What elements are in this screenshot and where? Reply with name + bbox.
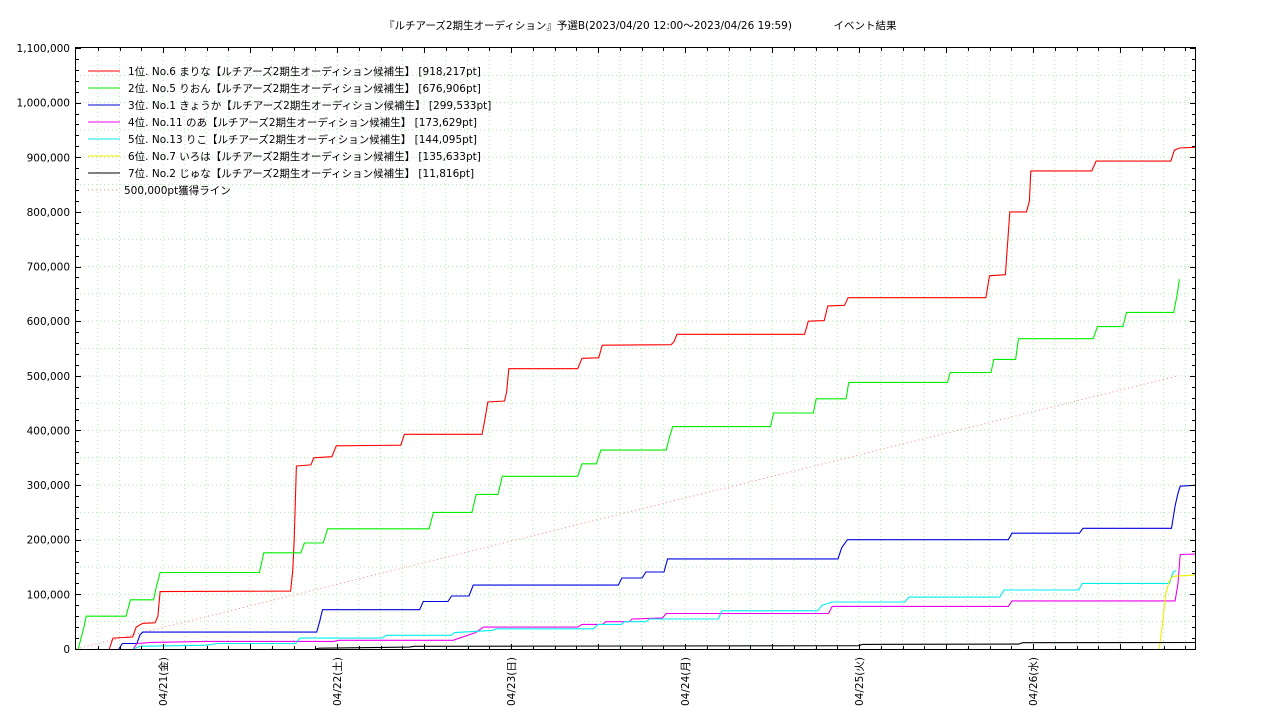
- y-tick-label: 800,000: [27, 207, 70, 219]
- x-tick-label: 04/26(水): [1028, 657, 1040, 706]
- y-tick-label: 600,000: [27, 316, 70, 328]
- chart-title: 『ルチアーズ2期生オーディション』予選B(2023/04/20 12:00～20…: [384, 19, 792, 32]
- plot-frame: [75, 47, 1196, 650]
- x-tick-label: 04/24(月): [680, 657, 692, 706]
- series-line-rank-3: [118, 484, 1196, 650]
- series-line-rank-4: [132, 553, 1196, 650]
- series-lines: [77, 146, 1196, 650]
- legend-label: 2位. No.5 りおん【ルチアーズ2期生オーディション候補生】 [676,90…: [128, 82, 481, 95]
- legend-label: 3位. No.1 きょうか【ルチアーズ2期生オーディション候補生】 [299,5…: [128, 99, 491, 112]
- series-line-rank-1: [108, 146, 1196, 650]
- legend-label: 1位. No.6 まりな【ルチアーズ2期生オーディション候補生】 [918,21…: [128, 65, 481, 78]
- y-axis-tick-labels: 0 100,000 200,000 300,000 400,000 500,000 600,…: [17, 43, 70, 656]
- chart-subtitle: イベント結果: [834, 19, 897, 32]
- legend-label: 500,000pt獲得ライン: [124, 184, 231, 197]
- y-tick-label: 500,000: [27, 371, 70, 383]
- y-tick-label: 0: [63, 644, 70, 656]
- legend-label: 6位. No.7 いろは【ルチアーズ2期生オーディション候補生】 [135,63…: [128, 150, 481, 163]
- x-axis-tick-labels: 04/21(金) 04/22(土) 04/23(日) 04/24(月) 04/25(火)…: [157, 657, 1040, 706]
- series-line-rank-2: [77, 279, 1180, 650]
- series-line-rank-7: [315, 641, 1196, 650]
- x-tick-label: 04/22(土): [331, 657, 344, 706]
- series-line-rank-6: [1158, 574, 1196, 650]
- x-tick-label: 04/25(火): [854, 657, 866, 706]
- legend-label: 4位. No.11 のあ【ルチアーズ2期生オーディション候補生】 [173,62…: [128, 116, 477, 129]
- y-tick-label: 200,000: [27, 535, 70, 547]
- axis-ticks: [76, 48, 1195, 650]
- y-tick-label: 100,000: [27, 589, 70, 601]
- series-line-rank-5: [133, 569, 1177, 650]
- y-tick-label: 1,000,000: [17, 98, 70, 110]
- y-tick-label: 900,000: [27, 152, 70, 164]
- y-tick-label: 700,000: [27, 262, 70, 274]
- x-tick-label: 04/23(日): [506, 657, 518, 706]
- legend: 1位. No.6 まりな【ルチアーズ2期生オーディション候補生】 [918,21…: [88, 65, 491, 197]
- x-tick-label: 04/21(金): [157, 657, 170, 706]
- legend-label: 5位. No.13 りこ【ルチアーズ2期生オーディション候補生】 [144,09…: [128, 133, 477, 146]
- legend-label: 7位. No.2 じゅな【ルチアーズ2期生オーディション候補生】 [11,816…: [128, 167, 474, 180]
- y-tick-label: 1,100,000: [17, 43, 70, 55]
- grid-lines: [76, 48, 1195, 649]
- y-tick-label: 400,000: [27, 425, 70, 437]
- y-tick-label: 300,000: [27, 480, 70, 492]
